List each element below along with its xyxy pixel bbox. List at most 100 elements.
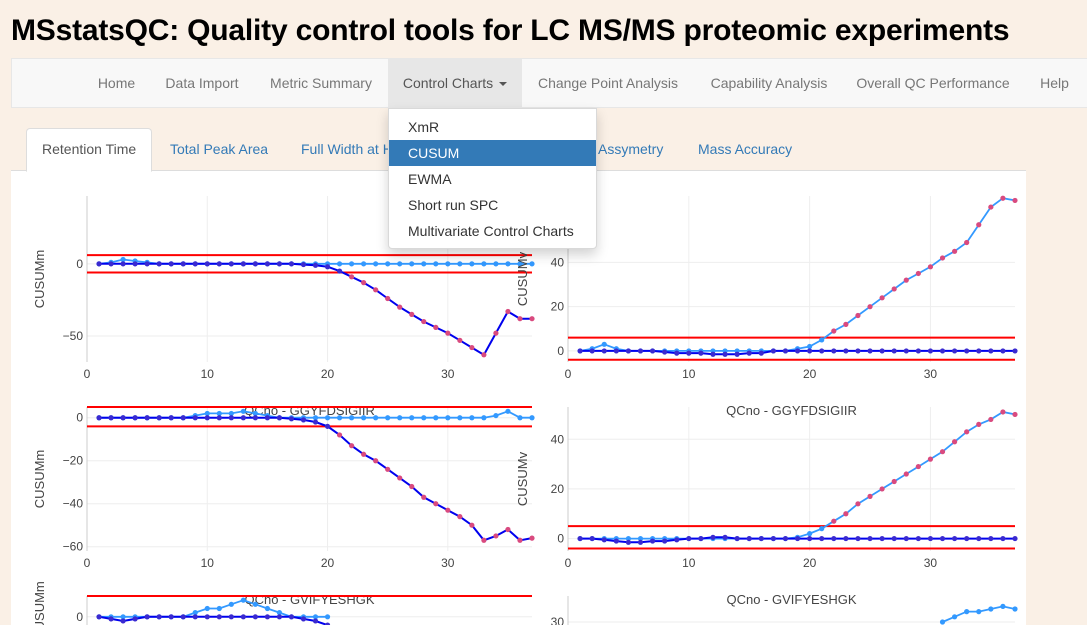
chart-data-point bbox=[120, 415, 126, 421]
chart-data-point bbox=[855, 312, 861, 319]
chart-data-point bbox=[324, 423, 331, 429]
chart-data-point bbox=[288, 614, 295, 620]
tab-retention-time[interactable]: Retention Time bbox=[26, 128, 153, 172]
chart-data-point bbox=[939, 535, 946, 542]
chart-data-point bbox=[734, 535, 740, 542]
chart-data-point bbox=[1000, 603, 1006, 610]
chart-data-point bbox=[276, 261, 283, 267]
nav-metric-summary[interactable]: Metric Summary bbox=[270, 75, 372, 91]
tab-assymetry[interactable]: Assymetry bbox=[598, 141, 664, 157]
tab-total-peak-area[interactable]: Total Peak Area bbox=[170, 141, 269, 157]
chart-data-point bbox=[831, 348, 837, 354]
chart-data-point bbox=[710, 534, 716, 540]
chart-data-point bbox=[252, 415, 258, 421]
chart-data-point bbox=[216, 261, 222, 267]
chart-data-point bbox=[421, 318, 427, 325]
chart-data-point bbox=[807, 343, 813, 350]
chart-data-point bbox=[240, 261, 246, 267]
chart-xtick-label: 10 bbox=[682, 556, 696, 570]
chart-series-line bbox=[99, 262, 532, 357]
caret-down-icon bbox=[499, 82, 508, 87]
chart-data-point bbox=[228, 614, 234, 620]
menu-item-xmr[interactable]: XmR bbox=[408, 119, 440, 135]
chart-data-point bbox=[988, 348, 994, 354]
chart-data-point bbox=[649, 538, 656, 544]
chart-data-point bbox=[216, 614, 222, 620]
menu-item-cusum[interactable]: CUSUM bbox=[389, 140, 596, 166]
chart-data-point bbox=[264, 415, 271, 421]
chart-data-point bbox=[192, 261, 198, 267]
chart-data-point bbox=[108, 415, 114, 421]
chart-ytick-label: 40 bbox=[551, 255, 565, 269]
tab-full-width-half-max[interactable]: Full Width at H bbox=[301, 141, 393, 157]
nav-change-point-analysis[interactable]: Change Point Analysis bbox=[537, 75, 679, 91]
chart-data-point bbox=[625, 535, 632, 542]
chart-data-point bbox=[168, 261, 174, 267]
chart-data-point bbox=[891, 286, 897, 292]
chart-ytick-label: 30 bbox=[551, 615, 565, 625]
chart-series-line bbox=[579, 197, 1016, 352]
chart-ytick-label: 20 bbox=[551, 300, 565, 314]
chart-data-point bbox=[589, 535, 595, 542]
chart-data-point bbox=[915, 463, 921, 470]
chart-data-point bbox=[276, 614, 283, 620]
chart-data-point bbox=[276, 610, 283, 616]
chart-ytick-label: 0 bbox=[557, 532, 564, 546]
chart-data-point bbox=[613, 348, 619, 354]
chart-data-point bbox=[324, 614, 331, 620]
chart-data-point bbox=[988, 606, 994, 612]
menu-item-short-run-spc[interactable]: Short run SPC bbox=[408, 197, 499, 213]
chart-data-point bbox=[180, 415, 186, 421]
nav-overall-qc-performance[interactable]: Overall QC Performance bbox=[856, 75, 1010, 91]
chart-data-point bbox=[96, 261, 102, 267]
chart-data-point bbox=[686, 350, 692, 356]
chart-xtick-label: 10 bbox=[201, 367, 215, 381]
chart-data-point bbox=[625, 539, 632, 545]
chart-data-point bbox=[819, 348, 825, 354]
chart-data-point bbox=[601, 348, 607, 354]
chart-data-point bbox=[348, 274, 355, 280]
chart-data-point bbox=[601, 341, 607, 347]
chart-data-point bbox=[144, 614, 150, 620]
chart-data-point bbox=[927, 264, 934, 270]
nav-data-import[interactable]: Data Import bbox=[165, 75, 239, 91]
nav-home[interactable]: Home bbox=[97, 75, 136, 91]
chart-data-point bbox=[915, 348, 921, 354]
chart-data-point bbox=[144, 415, 150, 421]
tab-mass-accuracy[interactable]: Mass Accuracy bbox=[698, 141, 793, 157]
top-navbar: Home Data Import Metric Summary Control … bbox=[11, 58, 1087, 108]
chart-data-point bbox=[964, 348, 970, 354]
chart-data-point bbox=[216, 410, 222, 417]
chart-y-axis-label: CUSUMm bbox=[32, 250, 47, 309]
chart-data-point bbox=[722, 351, 728, 357]
chart-data-point bbox=[156, 614, 162, 620]
chart-data-point bbox=[457, 415, 463, 421]
chart-data-point bbox=[782, 535, 789, 542]
chart-data-point bbox=[120, 614, 126, 620]
chart-data-point bbox=[939, 619, 946, 625]
chart-data-point bbox=[879, 535, 885, 542]
nav-help[interactable]: Help bbox=[1040, 75, 1069, 91]
nav-capability-analysis[interactable]: Capability Analysis bbox=[710, 75, 828, 91]
chart-data-point bbox=[517, 537, 523, 543]
chart-data-point bbox=[927, 348, 934, 354]
chart-data-point bbox=[988, 416, 994, 423]
chart-data-point bbox=[939, 348, 946, 354]
nav-control-charts[interactable]: Control Charts bbox=[388, 59, 522, 108]
chart-data-point bbox=[855, 535, 861, 542]
chart-data-point bbox=[625, 348, 632, 354]
chart-data-point bbox=[855, 501, 861, 507]
chart-data-point bbox=[180, 261, 186, 267]
chart-data-point bbox=[397, 304, 403, 310]
chart-data-point bbox=[385, 295, 391, 302]
chart-xtick-label: 30 bbox=[924, 367, 938, 381]
menu-item-multivariate-control-charts[interactable]: Multivariate Control Charts bbox=[408, 223, 574, 239]
chart-data-point bbox=[734, 351, 740, 357]
chart-data-point bbox=[445, 330, 451, 336]
chart-data-point bbox=[264, 614, 271, 620]
chart-data-point bbox=[457, 514, 463, 520]
chart-title: QCno - GVIFYESHGK bbox=[244, 592, 374, 607]
chart-data-point bbox=[397, 475, 403, 481]
chart-data-point bbox=[867, 535, 873, 542]
menu-item-ewma[interactable]: EWMA bbox=[408, 171, 452, 187]
